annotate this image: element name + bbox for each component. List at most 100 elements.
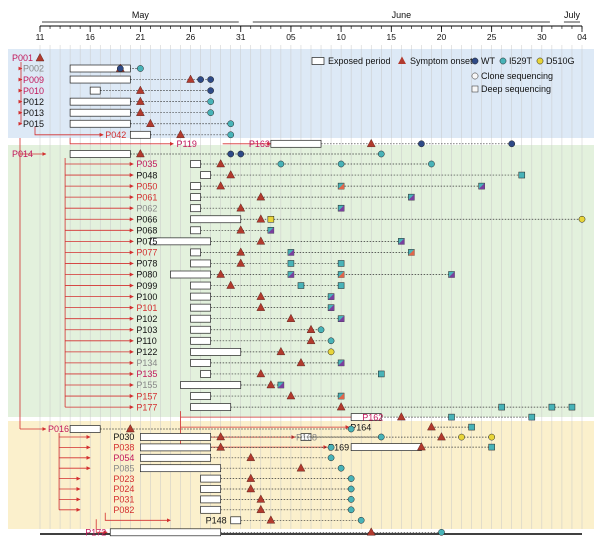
exposed-period-bar bbox=[190, 392, 211, 400]
case-row-p148: P148 bbox=[206, 515, 365, 526]
case-row-p048: P048 bbox=[136, 170, 526, 180]
symptom-onset-marker bbox=[35, 53, 45, 62]
exposed-period-bar bbox=[200, 171, 211, 179]
exposed-period-bar bbox=[350, 413, 382, 421]
exposed-period-bar bbox=[190, 348, 242, 356]
month-label: July bbox=[564, 10, 581, 20]
symptom-onset-marker bbox=[216, 269, 226, 278]
case-label: P162 bbox=[362, 412, 383, 422]
tick-label: 30 bbox=[537, 32, 547, 42]
case-row-p082: P082 bbox=[113, 504, 355, 515]
mixed-variant-fill bbox=[287, 249, 294, 256]
clone-sequencing-marker bbox=[428, 160, 435, 168]
exposed-period-bar bbox=[190, 182, 201, 190]
clone-sequencing-marker bbox=[508, 140, 516, 148]
case-label: P050 bbox=[136, 181, 157, 191]
clone-sequencing-marker bbox=[337, 464, 345, 472]
case-label: P103 bbox=[136, 325, 157, 335]
clone-sequencing-marker bbox=[317, 326, 325, 334]
exposed-period-bar bbox=[350, 443, 422, 451]
tick-label: 05 bbox=[286, 32, 296, 42]
exposed-period-bar bbox=[140, 443, 211, 452]
symptom-onset-marker bbox=[216, 159, 226, 168]
symptom-onset-marker bbox=[216, 432, 226, 441]
case-row-p099: P099 bbox=[136, 280, 345, 291]
case-label: P014 bbox=[12, 149, 33, 159]
exposed-period-bar bbox=[69, 150, 131, 158]
case-row-p066: P066 bbox=[136, 214, 586, 224]
legend: Exposed period Symptom onset WT I529T D510G C… bbox=[311, 56, 575, 94]
deep-sequencing-marker bbox=[488, 443, 495, 451]
exposed-period-bar bbox=[190, 403, 232, 411]
case-row-p172: P172 bbox=[85, 527, 445, 538]
case-label: P102 bbox=[136, 314, 157, 324]
exposed-period-bar bbox=[140, 464, 222, 473]
mixed-variant-fill bbox=[328, 293, 335, 300]
case-row-p157: P157 bbox=[136, 391, 345, 401]
exposed-period-bar bbox=[200, 495, 222, 504]
symptom-onset-marker bbox=[236, 247, 246, 256]
exposed-period-bar bbox=[190, 204, 201, 213]
symptom-onset-marker bbox=[186, 74, 195, 83]
legend-d510g-swatch bbox=[536, 57, 544, 65]
symptom-onset-marker bbox=[246, 473, 256, 482]
deep-sequencing-marker bbox=[287, 260, 295, 267]
exposed-period-bar bbox=[69, 75, 131, 84]
symptom-onset-marker bbox=[437, 432, 446, 441]
clone-sequencing-marker bbox=[207, 98, 214, 106]
mixed-variant-fill bbox=[338, 271, 345, 278]
case-row-p135: P135 bbox=[136, 369, 385, 379]
mixed-variant-fill bbox=[478, 183, 485, 190]
exposed-period-bar bbox=[190, 248, 201, 257]
symptom-onset-marker bbox=[236, 258, 246, 267]
exposed-period-bar bbox=[190, 303, 211, 312]
case-label: P148 bbox=[206, 516, 227, 526]
deep-sequencing-marker bbox=[378, 370, 385, 378]
exposed-period-bar bbox=[69, 97, 131, 106]
legend-onset-swatch bbox=[398, 56, 406, 64]
case-label: P068 bbox=[136, 226, 157, 236]
clone-sequencing-marker bbox=[227, 120, 235, 128]
symptom-onset-marker bbox=[226, 280, 236, 289]
case-row-p009: P009 bbox=[23, 74, 214, 85]
case-row-p030: P030 bbox=[113, 432, 385, 442]
case-row-p061: P061 bbox=[136, 192, 415, 202]
deep-sequencing-marker bbox=[498, 403, 505, 411]
case-label: P163 bbox=[249, 139, 270, 149]
mixed-variant-fill bbox=[338, 393, 345, 400]
index-case-label: P001 bbox=[12, 53, 33, 63]
case-row-p013: P013 bbox=[23, 107, 214, 118]
deep-sequencing-marker bbox=[548, 403, 556, 411]
symptom-onset-marker bbox=[136, 149, 145, 158]
clone-sequencing-marker bbox=[347, 485, 355, 493]
case-row-p164: P164 bbox=[350, 422, 475, 432]
symptom-onset-marker bbox=[336, 402, 346, 411]
case-row-p023: P023 bbox=[113, 473, 355, 484]
symptom-onset-marker bbox=[216, 442, 226, 451]
legend-wt-label: WT bbox=[481, 56, 495, 66]
exposed-period-bar bbox=[190, 325, 211, 334]
exposed-period-bar bbox=[170, 270, 211, 279]
case-label: P177 bbox=[136, 402, 157, 412]
case-label: P038 bbox=[113, 443, 134, 453]
tick-label: 04 bbox=[577, 32, 587, 42]
case-row-p101: P101 bbox=[136, 302, 335, 313]
exposed-period-bar bbox=[190, 359, 211, 367]
case-label: P009 bbox=[23, 75, 44, 85]
case-row-p012: P012 bbox=[23, 96, 214, 107]
case-row-p169: P169 bbox=[328, 442, 495, 452]
exposed-period-bar bbox=[190, 259, 211, 268]
exposed-period-bar bbox=[190, 160, 201, 168]
exposed-period-bar bbox=[109, 528, 222, 537]
tick-label: 11 bbox=[36, 32, 45, 42]
exposed-period-bar bbox=[69, 425, 101, 433]
symptom-onset-marker bbox=[256, 369, 266, 378]
case-label: P172 bbox=[85, 528, 106, 538]
exposed-period-bar bbox=[190, 215, 242, 224]
case-row-p077: P077 bbox=[136, 247, 415, 258]
case-row-p024: P024 bbox=[113, 484, 355, 494]
symptom-onset-marker bbox=[216, 181, 226, 190]
case-label: P099 bbox=[136, 281, 157, 291]
mixed-variant-fill bbox=[267, 227, 274, 234]
